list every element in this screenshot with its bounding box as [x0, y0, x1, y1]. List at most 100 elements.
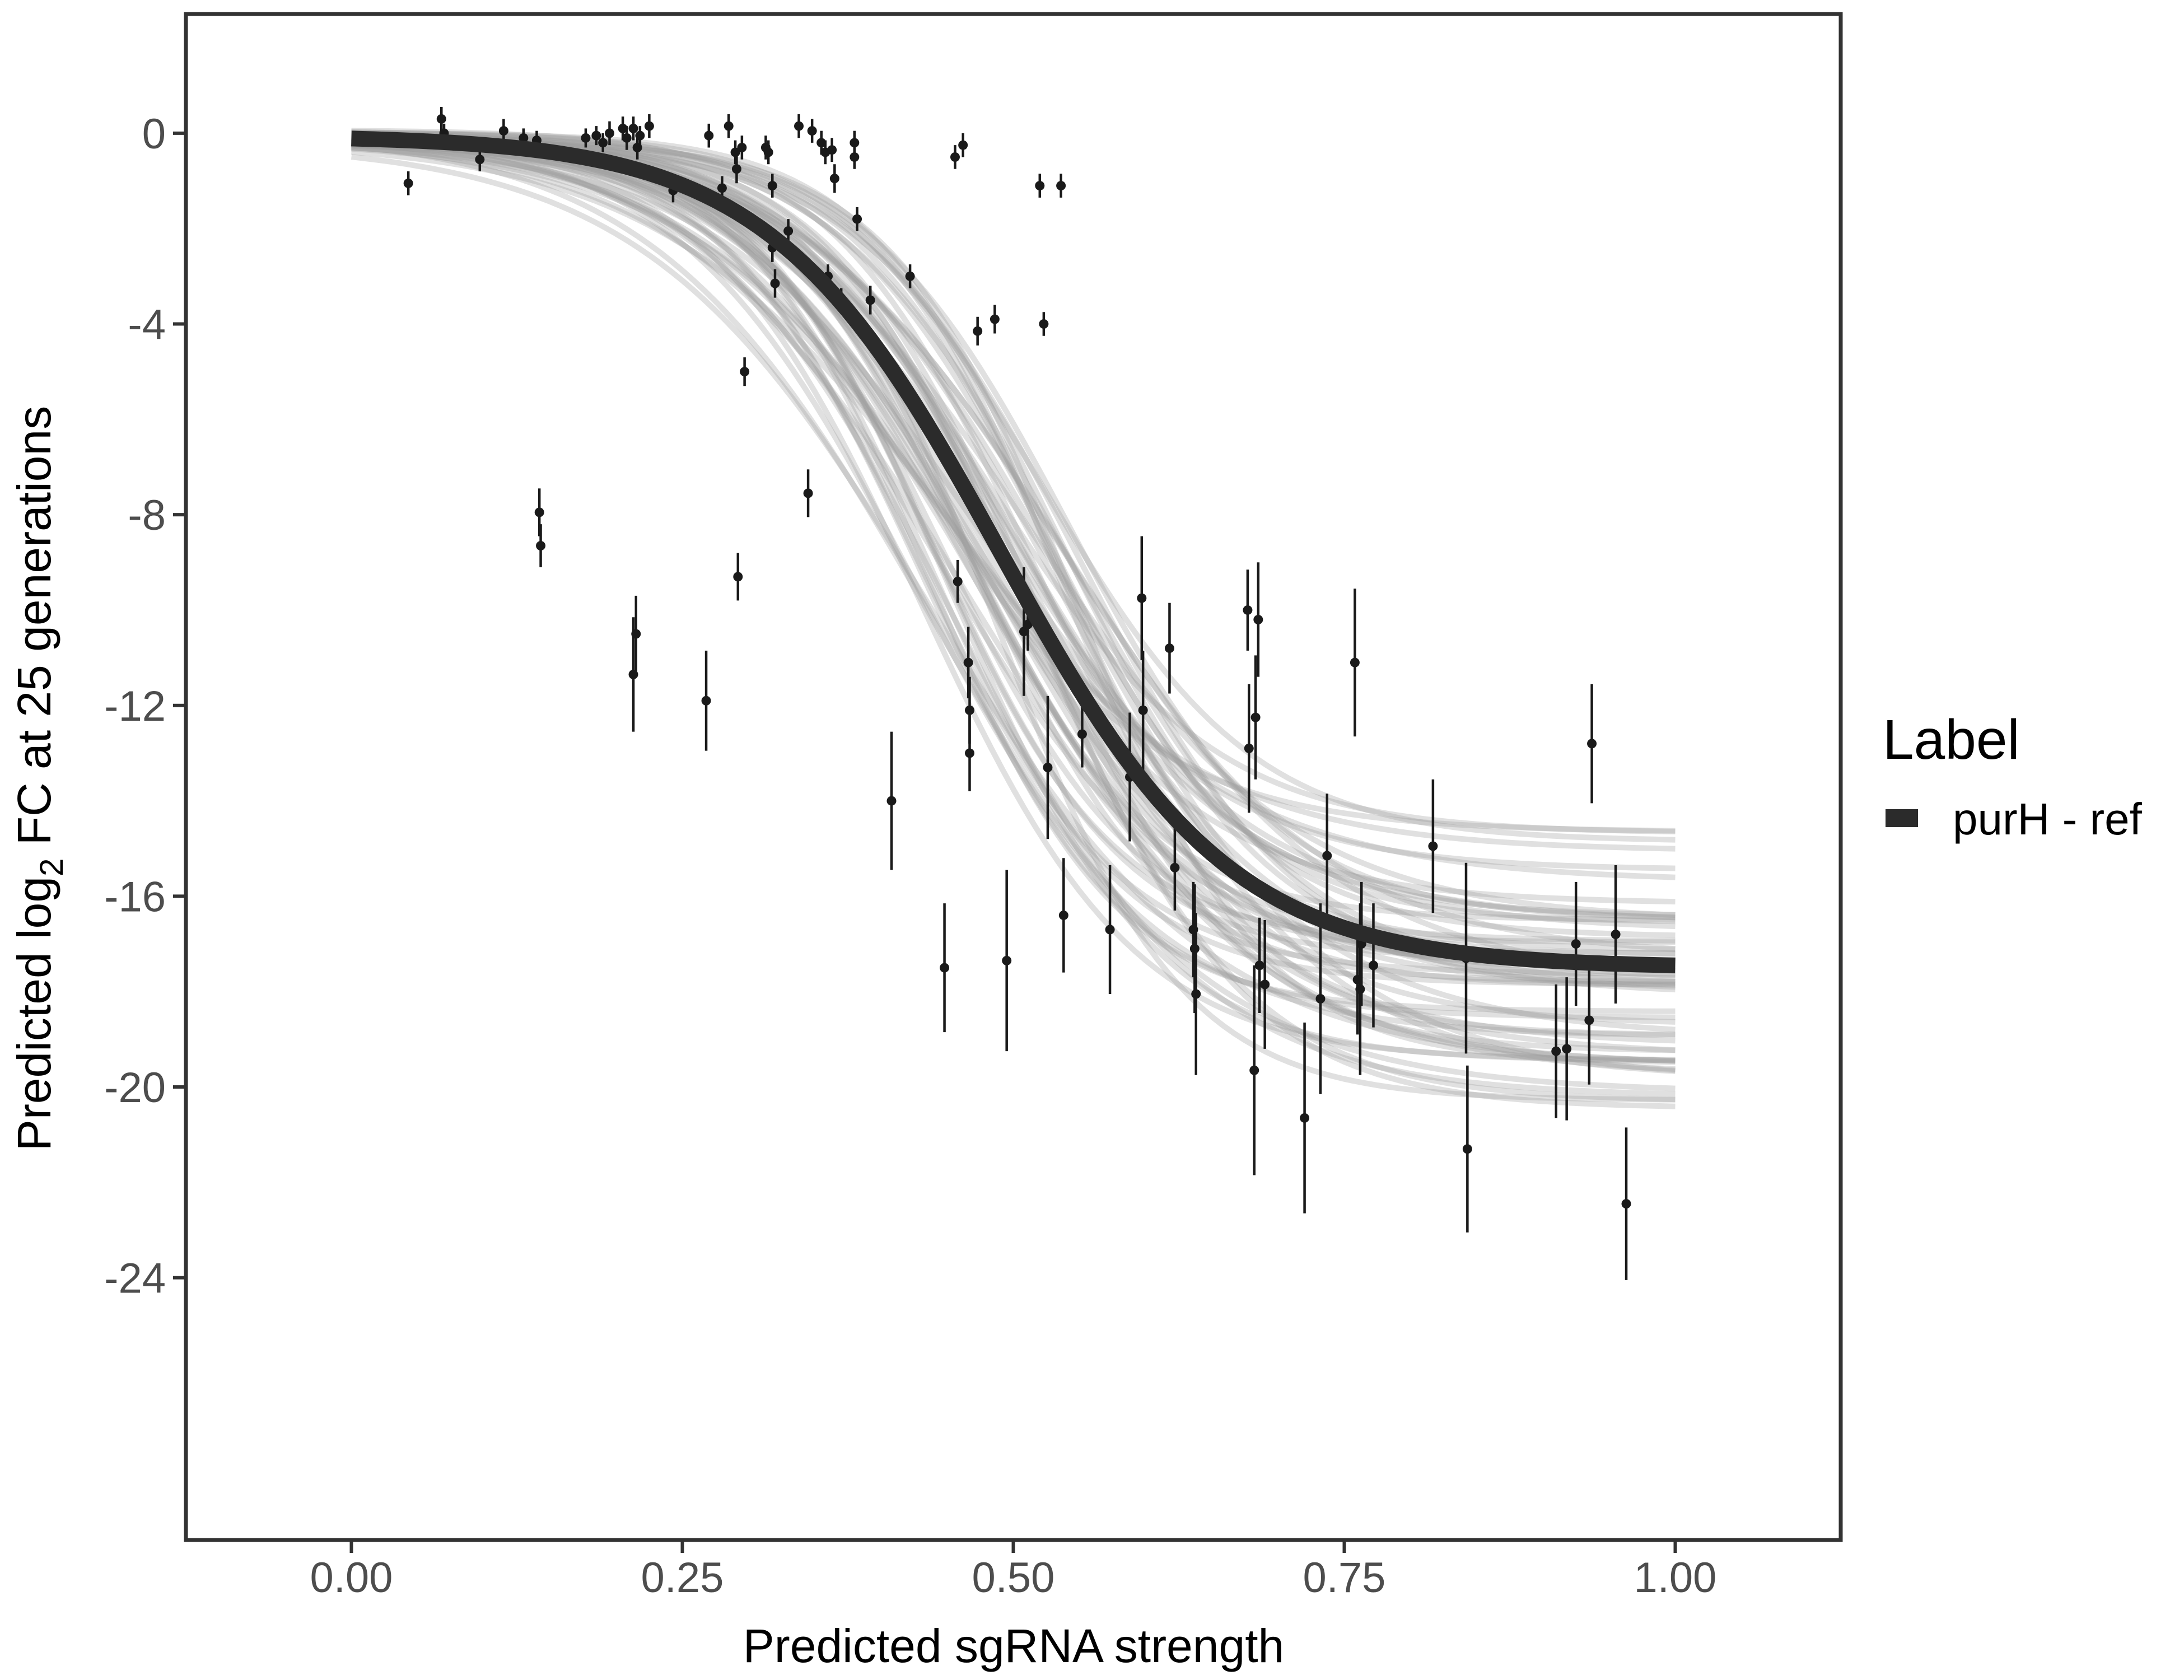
point-marker [816, 138, 827, 148]
data-point [1621, 1127, 1631, 1280]
data-point [852, 207, 862, 231]
point-marker [498, 126, 508, 136]
data-point [1350, 589, 1360, 737]
point-marker [973, 326, 983, 336]
sample-curve [351, 130, 1676, 1038]
y-tick-label: 0 [142, 110, 166, 158]
data-point [628, 116, 638, 141]
point-marker [1244, 743, 1254, 753]
point-marker [733, 572, 743, 582]
point-marker [783, 226, 794, 236]
point-marker [1164, 643, 1174, 654]
y-tick-label: -4 [128, 301, 166, 349]
data-point [1315, 903, 1326, 1094]
point-marker [850, 152, 860, 162]
point-marker [1315, 993, 1326, 1004]
fit-curve [351, 130, 1676, 973]
point-marker [905, 271, 915, 281]
point-marker [886, 796, 897, 806]
y-tick-label: -24 [104, 1255, 166, 1303]
data-point [803, 469, 813, 517]
point-marker [644, 121, 654, 131]
point-marker [1300, 1113, 1310, 1123]
data-point [1250, 655, 1261, 780]
point-marker [1002, 955, 1012, 965]
point-marker [730, 147, 740, 157]
data-point [704, 123, 714, 148]
point-marker [704, 130, 714, 141]
data-point [733, 553, 743, 601]
data-point [644, 114, 654, 138]
point-marker [534, 507, 544, 517]
data-point [850, 145, 860, 169]
point-marker [990, 314, 1000, 324]
data-point [1611, 865, 1621, 1004]
data-point [1043, 696, 1053, 839]
sample-curve [351, 138, 1676, 1065]
data-point [886, 731, 897, 870]
point-marker [731, 164, 741, 174]
sample-curve [351, 138, 1676, 834]
data-point [1462, 1065, 1472, 1233]
data-point [1562, 977, 1572, 1121]
point-marker [865, 295, 875, 305]
point-marker [604, 128, 614, 138]
data-point [1058, 858, 1068, 973]
x-tick-label: 0.50 [972, 1554, 1055, 1602]
point-marker [1077, 729, 1087, 739]
point-marker [1137, 593, 1147, 603]
point-marker [964, 748, 974, 758]
data-point [1077, 701, 1087, 768]
point-marker [622, 133, 632, 143]
point-marker [618, 123, 628, 133]
legend-title: Label [1883, 708, 2020, 771]
point-marker [803, 488, 813, 498]
point-marker [1191, 989, 1201, 999]
point-marker [436, 114, 446, 124]
point-marker [519, 133, 529, 143]
point-marker [737, 142, 747, 152]
y-axis: 0 -4 -8 -12 -16 -20 -24 [104, 110, 184, 1303]
point-marker [794, 121, 804, 131]
point-marker [724, 121, 734, 131]
point-marker [940, 963, 950, 973]
x-tick-label: 0.25 [641, 1554, 724, 1602]
point-marker [628, 123, 638, 133]
point-marker [1254, 960, 1264, 970]
point-marker [740, 367, 750, 377]
x-axis-title: Predicted sgRNA strength [743, 1620, 1285, 1672]
sample-curve [351, 141, 1676, 852]
point-marker [1587, 739, 1597, 749]
point-marker [1584, 1015, 1594, 1025]
data-point [1428, 779, 1438, 913]
point-marker [1355, 984, 1365, 994]
point-marker [827, 145, 837, 155]
x-tick-label: 0.75 [1303, 1554, 1386, 1602]
data-point [1164, 603, 1174, 694]
point-marker [963, 657, 973, 668]
data-point [770, 269, 780, 298]
point-marker [1189, 944, 1200, 954]
data-point [403, 171, 413, 195]
point-marker [763, 147, 773, 157]
point-marker [1350, 657, 1360, 668]
data-point [865, 286, 875, 315]
data-point [1584, 955, 1594, 1085]
point-marker [717, 183, 727, 193]
sample-curve [351, 149, 1676, 880]
point-marker [1138, 705, 1148, 715]
point-marker [953, 576, 963, 586]
data-point [436, 107, 446, 131]
point-marker [631, 629, 641, 639]
y-tick-label: -12 [104, 683, 166, 730]
sample-curve [351, 141, 1676, 1033]
sample-curve [351, 135, 1676, 1038]
sample-curve [351, 133, 1676, 1064]
data-point [1253, 562, 1263, 677]
data-point [973, 316, 983, 346]
point-marker [628, 669, 638, 679]
data-point [958, 133, 968, 157]
y-tick-label: -8 [128, 492, 166, 539]
sample-curve [351, 142, 1676, 1097]
sample-curve [351, 144, 1676, 1053]
